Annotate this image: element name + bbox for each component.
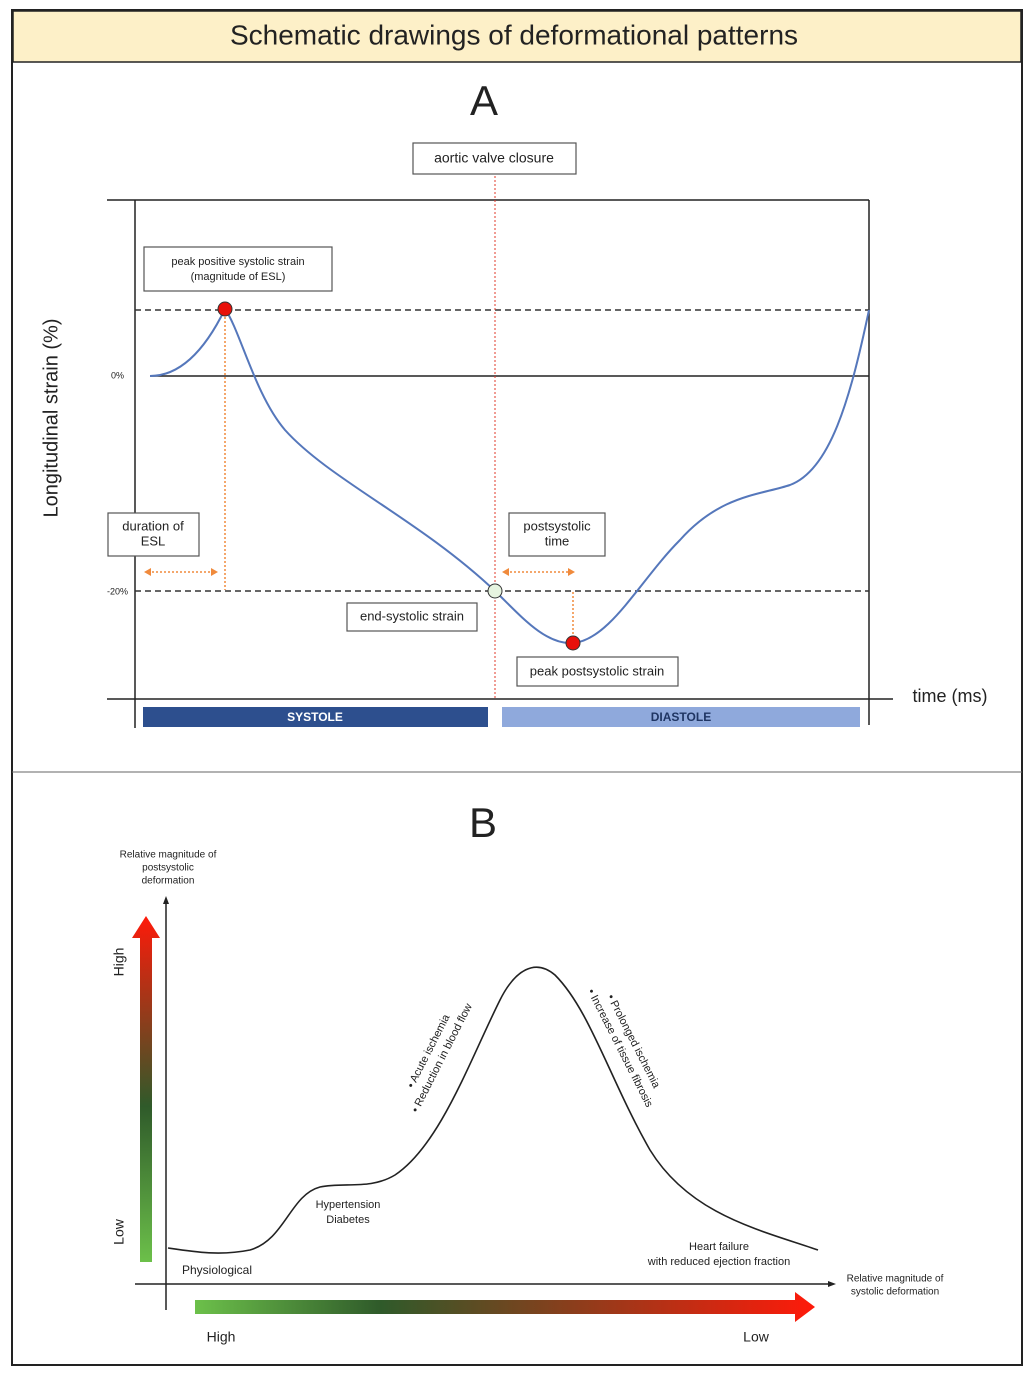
box [143,246,333,292]
annotation: end-systolic strain [360,608,464,623]
annotation: peak postsystolic strain [530,663,664,678]
marker [217,301,233,317]
guides [148,309,574,640]
y-axis-label: postsystolic [142,863,194,874]
header-band [12,10,1022,63]
frame [11,9,1023,1366]
tick-label: -20% [107,586,128,596]
box [516,656,679,687]
annotation: Diabetes [326,1214,370,1226]
marker [487,583,503,599]
arrowheads [144,568,575,576]
panel-label: B [469,799,497,846]
y-low: Low [111,1218,127,1245]
phase-label: SYSTOLE [287,710,343,724]
x-axis-label: systolic deformation [851,1287,939,1298]
x-axis-label: time (ms) [913,686,988,706]
box [107,512,200,557]
axes [107,199,893,728]
distribution-curve [167,966,819,1254]
annotation: time [545,533,570,548]
annotation: Heart failure [689,1241,749,1253]
gradient-arrow [132,916,160,1262]
x-high: High [207,1329,236,1345]
y-axis-label: Longitudinal strain (%) [40,319,62,518]
x-low: Low [743,1329,770,1345]
x-axis-label: Relative magnitude of [847,1274,944,1285]
marker [565,635,581,651]
annotation: ESL [141,533,166,548]
box [412,142,577,175]
title: Schematic drawings of deformational patt… [230,19,798,50]
y-axis-label: deformation [142,876,195,887]
annotation: aortic valve closure [434,150,554,166]
annotation: with reduced ejection fraction [647,1256,790,1268]
box [508,512,606,557]
annotation: Hypertension [316,1199,381,1211]
y-axis-label: Relative magnitude of [120,850,217,861]
panel-label: A [470,77,498,124]
tick-label: 0% [111,370,124,380]
annotation: peak positive systolic strain [171,256,304,268]
box [346,602,478,632]
strain-curve [149,307,870,645]
reference-lines [135,309,869,592]
annotation: (magnitude of ESL) [191,271,286,283]
annotation: duration of [122,518,184,533]
annotation: postsystolic [523,518,591,533]
y-high: High [111,948,127,977]
diastole-bar [502,707,860,727]
axes [135,902,830,1310]
annotation: Physiological [182,1263,252,1277]
gradient-arrow [195,1292,815,1322]
phase-label: DIASTOLE [651,710,711,724]
systole-bar [143,707,488,727]
